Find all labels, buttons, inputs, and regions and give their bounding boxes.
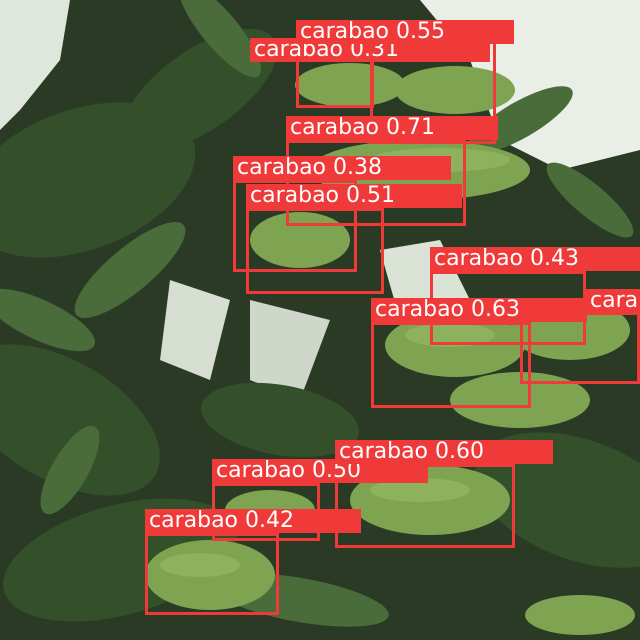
detection-label: carabao 0.51 [246,184,462,208]
detection-label: carabao 0.43 [430,247,640,271]
detection-label: carabao 0.60 [335,440,553,464]
detection-label: carabao 0.55 [296,20,514,44]
detection-label: carabao 0.38 [233,156,451,180]
detection-box [371,322,531,408]
detection-label: carabao 0.42 [145,509,361,533]
detection-label: carabao 0.63 [371,298,587,322]
detection-label: carabao 0.71 [286,116,498,140]
detection-label: carabao [586,289,640,313]
detection-box [520,312,640,384]
detection-box [233,180,357,272]
detection-box [286,140,466,226]
detection-box [145,533,279,615]
detection-box [246,208,384,294]
